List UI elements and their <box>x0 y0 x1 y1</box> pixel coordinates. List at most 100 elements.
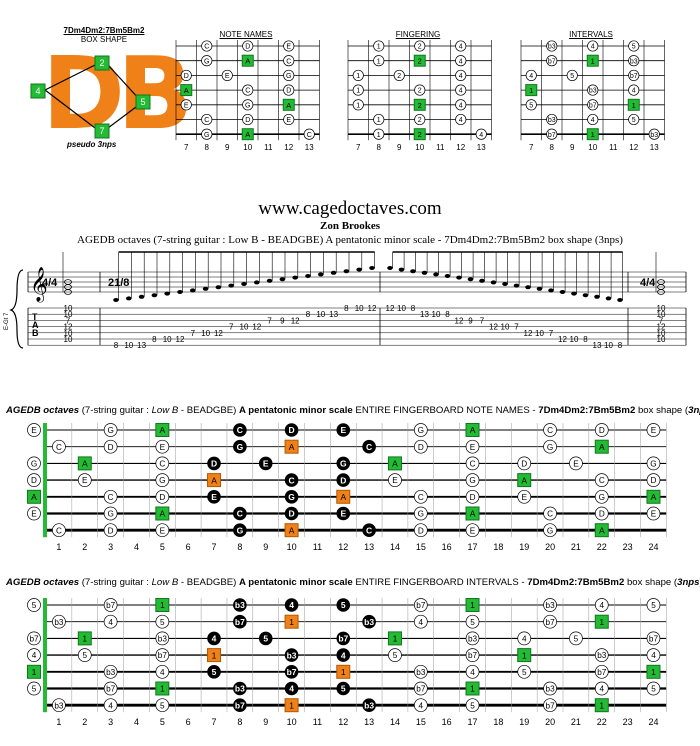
box-note-marker <box>284 490 299 504</box>
box-note-marker <box>336 648 351 662</box>
mini-note-marker <box>201 40 213 52</box>
fret-number: 14 <box>390 717 400 727</box>
note-marker <box>646 681 661 696</box>
mini-note-marker <box>242 40 254 52</box>
tab-fret-number: 12 <box>368 304 377 313</box>
note-label: b3 <box>106 668 116 677</box>
run-note <box>228 283 234 288</box>
note-label: E <box>470 443 476 452</box>
mini-note-marker <box>628 69 640 81</box>
box-root-marker <box>336 489 351 504</box>
mini-note-label: 1 <box>591 130 595 139</box>
note-marker <box>52 614 66 629</box>
run-note <box>490 280 497 285</box>
mini-note-label: C <box>286 58 291 65</box>
mini-note-marker <box>587 40 599 52</box>
mini-fret-number: 11 <box>436 143 445 152</box>
run-note <box>113 298 119 302</box>
run-note <box>202 286 209 291</box>
mini-root-marker <box>282 98 295 111</box>
box-finger-label: 4 <box>35 86 40 96</box>
note-marker <box>27 681 41 696</box>
mini-note-marker <box>303 128 315 140</box>
mini-note-label: 4 <box>459 102 463 109</box>
fret-number: 13 <box>364 717 374 727</box>
section2-title-part: - BEADGBE) <box>178 577 240 588</box>
tab-fret-number: 8 <box>445 310 450 319</box>
mini-note-marker <box>628 55 640 67</box>
note-marker <box>465 439 480 454</box>
mini-root-marker <box>413 128 426 141</box>
box-finger-marker <box>94 55 110 71</box>
mini-note-label: E <box>286 44 291 51</box>
note-label: 4 <box>470 668 475 677</box>
note-marker <box>543 598 557 612</box>
note-marker <box>155 523 170 538</box>
tab-fret-number: 12 <box>176 335 185 344</box>
mini-note-label: 1 <box>529 86 533 95</box>
note-marker <box>413 523 428 538</box>
fret-number: 20 <box>545 717 555 727</box>
note-label: b7 <box>235 617 245 627</box>
note-marker <box>646 423 661 437</box>
fret-number: 12 <box>338 717 348 727</box>
note-label: b3 <box>364 617 374 627</box>
tab-fret-number: 8 <box>583 335 588 344</box>
note-label: 1 <box>160 684 165 694</box>
run-note <box>387 266 393 270</box>
note-label: E <box>82 476 88 485</box>
note-marker <box>27 473 41 487</box>
note-marker <box>103 489 118 504</box>
fret-number: 3 <box>108 542 113 552</box>
run-note <box>479 278 485 283</box>
note-label: 5 <box>651 601 656 610</box>
note-label: 4 <box>599 685 604 694</box>
run-note <box>605 296 612 301</box>
note-marker <box>103 614 118 629</box>
note-marker <box>465 489 480 504</box>
tab-fret-number: 12 <box>524 329 533 338</box>
box-root-marker <box>336 664 351 679</box>
mini-note-marker <box>455 55 467 67</box>
mini-note-label: 2 <box>418 117 422 124</box>
mini-note-marker <box>242 113 254 126</box>
mini-note-label: 1 <box>377 58 381 65</box>
note-label: A <box>289 442 295 452</box>
run-note <box>266 278 273 283</box>
note-marker <box>569 456 583 471</box>
fret-number: 16 <box>442 717 452 727</box>
score: 𝄞E-Gt 74/4 4/421/8TAB10107121010101071210… <box>4 251 687 350</box>
tab-fret-number: 9 <box>468 316 473 325</box>
note-marker <box>543 523 557 538</box>
section1-title-part: 7Dm4Dm2:7Bm5Bm2 <box>538 405 636 416</box>
mini-note-label: G <box>204 132 209 139</box>
note-label: E <box>651 426 657 435</box>
note-label: 4 <box>212 634 217 644</box>
section2-title-part: ENTIRE FINGERBOARD INTERVALS - <box>352 577 528 588</box>
box-root-marker <box>207 648 222 663</box>
fret-number: 16 <box>442 542 452 552</box>
mini-note-marker <box>628 113 640 126</box>
root-marker <box>155 681 170 696</box>
mini-fret-number: 7 <box>356 143 361 152</box>
instrument-label: E-Gt 7 <box>4 312 10 330</box>
note-marker <box>388 648 402 662</box>
note-marker <box>52 523 66 538</box>
fret-number: 20 <box>545 542 555 552</box>
note-marker <box>27 631 41 646</box>
note-marker <box>413 698 428 713</box>
note-marker <box>52 698 66 713</box>
tab-fret-number: 7 <box>549 329 554 338</box>
note-label: 4 <box>32 651 37 660</box>
mini-note-label: 4 <box>591 44 595 51</box>
tab-clef-letter: B <box>32 328 39 338</box>
run-note <box>513 283 520 288</box>
mini-note-marker <box>201 55 213 67</box>
note-marker <box>413 439 428 454</box>
tab-fret-number: 10 <box>124 341 133 350</box>
tab-fret-number: 10 <box>240 323 249 332</box>
site-title[interactable]: www.cagedoctaves.com <box>258 198 442 219</box>
note-label: C <box>366 525 372 535</box>
mini-note-label: 1 <box>356 102 360 109</box>
mini-note-label: E <box>286 117 291 124</box>
